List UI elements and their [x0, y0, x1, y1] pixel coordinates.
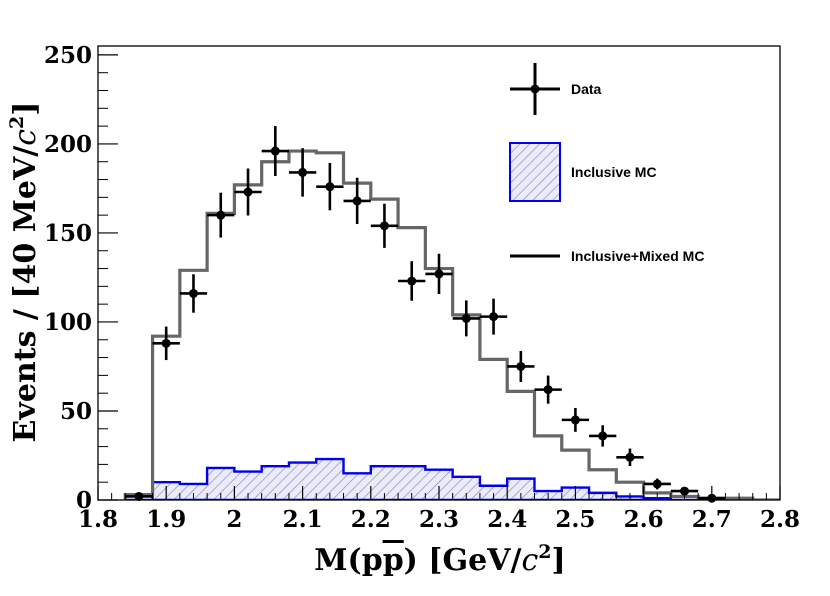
legend: Data Inclusive MC Inclusive+Mixed MC — [509, 63, 704, 264]
x-tick-label: 2.3 — [419, 506, 459, 533]
y-axis-title: Events / [40 MeV/c2] — [6, 102, 43, 443]
data-marker — [270, 146, 280, 156]
legend-inclusive-mc-icon — [509, 142, 561, 202]
data-point — [316, 162, 344, 211]
data-point — [425, 253, 453, 295]
data-point — [561, 407, 590, 432]
data-marker — [161, 338, 171, 348]
data-marker — [352, 196, 362, 206]
data-point — [507, 350, 535, 382]
y-tick-label: 100 — [44, 309, 92, 336]
data-marker — [489, 312, 499, 322]
x-tick-label: 2.6 — [624, 506, 664, 533]
data-point — [616, 448, 644, 466]
x-tick-label: 2.2 — [351, 506, 391, 533]
data-marker — [243, 187, 253, 197]
data-marker — [516, 361, 526, 371]
legend-label-data: Data — [571, 81, 602, 97]
y-tick-label: 250 — [44, 42, 92, 69]
y-tick-label: 200 — [44, 131, 92, 158]
data-marker — [598, 431, 608, 441]
data-marker — [379, 221, 389, 231]
x-tick-label: 2.8 — [760, 506, 800, 533]
x-axis-title: M(pp) [GeV/c2] — [314, 541, 565, 578]
data-point — [398, 261, 426, 301]
data-point — [288, 148, 317, 197]
x-axis-ticks: 1.8 1.9 2 2.1 2.2 2.3 2.4 2.5 2.6 2.7 2.8 — [78, 486, 800, 533]
y-tick-label: 50 — [60, 398, 92, 425]
y-tick-label: 0 — [76, 487, 92, 514]
y-axis-ticks: 0 50 100 150 200 250 — [44, 42, 118, 514]
y-tick-label: 150 — [44, 220, 92, 247]
data-point — [370, 203, 399, 248]
x-tick-label: 1.8 — [78, 506, 118, 533]
data-marker — [625, 452, 635, 462]
data-marker — [461, 313, 471, 323]
legend-data-icon — [510, 63, 560, 115]
data-point — [343, 177, 371, 225]
data-marker — [652, 479, 662, 489]
data-point — [479, 298, 508, 335]
data-point — [152, 326, 180, 361]
data-point — [207, 192, 235, 238]
x-tick-label: 2.4 — [487, 506, 527, 533]
data-marker — [543, 385, 553, 395]
legend-label-inclusive-mc: Inclusive MC — [571, 164, 657, 180]
data-marker — [188, 288, 198, 298]
data-point — [179, 274, 208, 313]
data-marker — [570, 415, 580, 425]
data-point — [234, 168, 262, 216]
legend-label-inclusive-mixed-mc: Inclusive+Mixed MC — [571, 248, 704, 264]
data-point — [261, 126, 289, 176]
x-tick-label: 2 — [226, 506, 242, 533]
data-point — [589, 425, 617, 447]
p-bar: p — [383, 543, 404, 578]
data-marker — [216, 210, 226, 220]
data-marker — [325, 182, 335, 192]
data-marker — [680, 486, 690, 496]
data-point — [534, 375, 562, 404]
data-point — [452, 300, 480, 337]
data-marker — [434, 269, 444, 279]
x-tick-label: 2.5 — [555, 506, 595, 533]
data-marker — [298, 167, 308, 177]
data-point — [643, 478, 671, 490]
x-tick-label: 1.9 — [146, 506, 186, 533]
data-marker — [407, 276, 417, 286]
x-tick-label: 2.7 — [692, 506, 732, 533]
data-point — [670, 486, 699, 496]
x-tick-label: 2.1 — [283, 506, 323, 533]
